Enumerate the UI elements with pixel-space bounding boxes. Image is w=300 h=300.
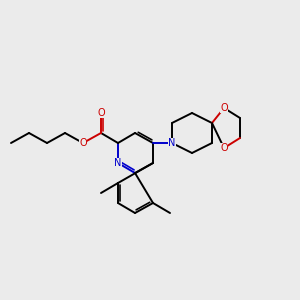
Text: N: N <box>168 138 176 148</box>
Text: O: O <box>79 138 87 148</box>
Text: O: O <box>220 143 228 153</box>
Text: O: O <box>97 108 105 118</box>
Text: N: N <box>114 158 122 168</box>
Text: O: O <box>220 103 228 113</box>
